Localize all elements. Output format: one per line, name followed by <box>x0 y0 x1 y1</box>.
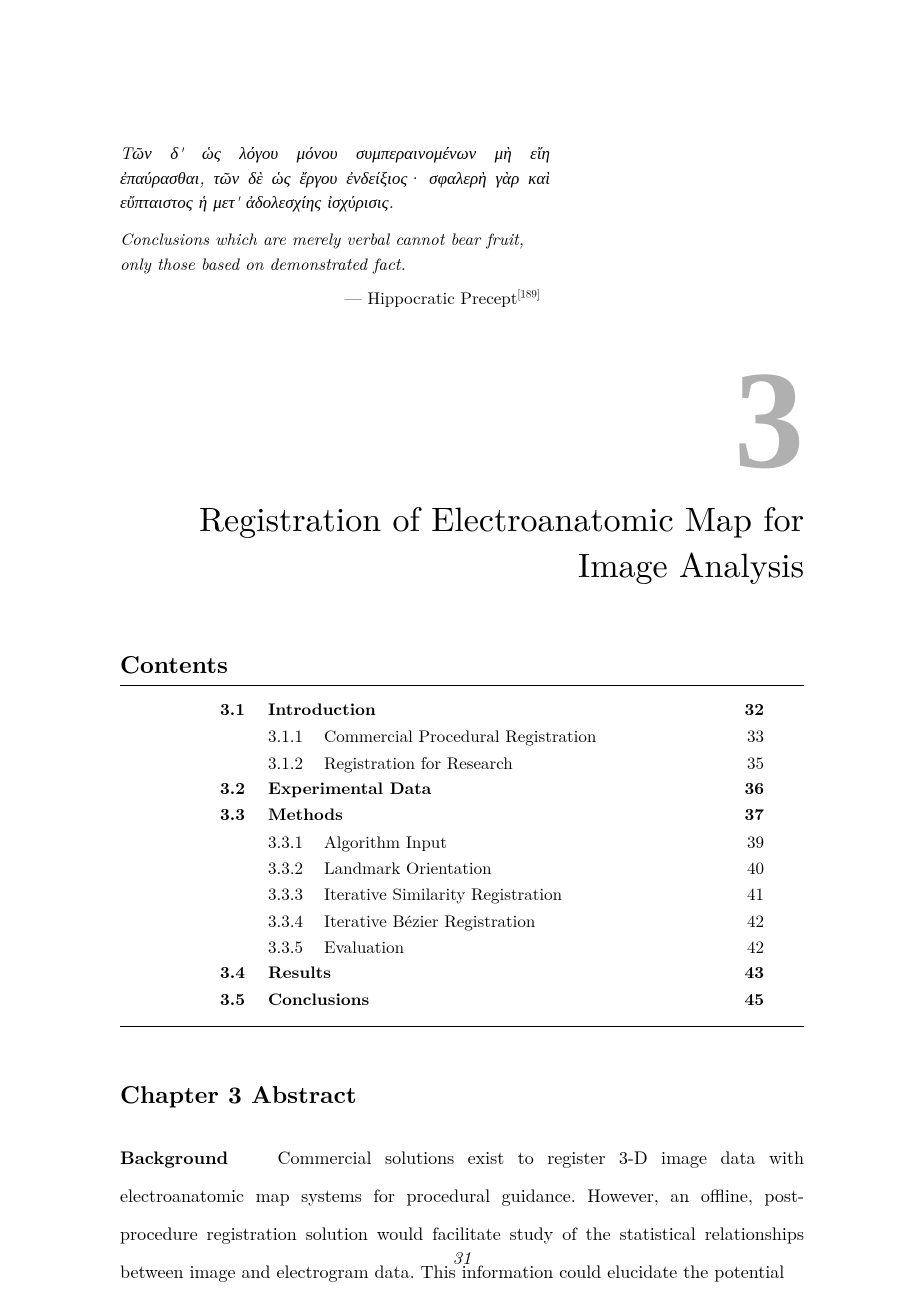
toc-entry-page: 43 <box>730 959 764 985</box>
toc-entry-page: 39 <box>730 828 764 854</box>
toc-entry-page: 41 <box>730 880 764 906</box>
toc-entry-label: Landmark Orientation <box>324 854 492 880</box>
toc-entry-label: Registration for Research <box>324 749 513 775</box>
epigraph-citation: [189] <box>517 287 540 302</box>
chapter-title-line2: Image Analysis <box>578 539 804 587</box>
document-page: Τῶν δ' ὡς λόγου μόνου συμπεραινομένων μὴ… <box>0 0 924 1306</box>
toc-row: 3.3.3Iterative Similarity Registration 41 <box>220 880 764 906</box>
contents-top-rule <box>120 685 804 686</box>
contents-bottom-rule <box>120 1026 804 1027</box>
toc-entry-label: Methods <box>268 801 343 827</box>
toc-entry-label: Experimental Data <box>268 775 431 801</box>
toc-entry-page: 42 <box>730 933 764 959</box>
toc-entry-page: 45 <box>730 986 764 1012</box>
toc-entry-number: 3.1.1 <box>268 722 324 748</box>
contents-heading: Contents <box>120 647 804 681</box>
toc-entry-label: Iterative Similarity Registration <box>324 880 562 906</box>
toc-entry-label: Results <box>268 959 331 985</box>
toc-entry-number: 3.2 <box>220 775 268 801</box>
chapter-title-line1: Registration of Electroanatomic Map for <box>199 493 804 541</box>
toc-entry-page: 33 <box>730 722 764 748</box>
toc-entry-number: 3.3.3 <box>268 880 324 906</box>
epigraph-english: Conclusions which are merely verbal cann… <box>120 226 550 275</box>
toc-entry-page: 37 <box>730 801 764 827</box>
toc-row: 3.1Introduction 32 <box>220 696 764 722</box>
toc-entry-page: 35 <box>730 749 764 775</box>
toc-entry-label: Commercial Procedural Registration <box>324 722 596 748</box>
epigraph-attribution: — Hippocratic Precept[189] <box>120 285 550 309</box>
toc-entry-page: 32 <box>730 696 764 722</box>
toc-entry-label: Introduction <box>268 696 376 722</box>
toc-entry-number: 3.3.4 <box>268 907 324 933</box>
toc-row: 3.3.4Iterative Bézier Registration 42 <box>220 907 764 933</box>
toc-entry-label: Evaluation <box>324 933 404 959</box>
toc-row: 3.5Conclusions 45 <box>220 986 764 1012</box>
toc-entry-number: 3.1 <box>220 696 268 722</box>
toc-entry-page: 40 <box>730 854 764 880</box>
epigraph-greek: Τῶν δ' ὡς λόγου μόνου συμπεραινομένων μὴ… <box>120 140 550 214</box>
toc-entry-label: Conclusions <box>268 986 369 1012</box>
toc-entry-number: 3.5 <box>220 986 268 1012</box>
chapter-title: Registration of Electroanatomic Map for … <box>120 495 804 587</box>
toc-row: 3.2Experimental Data 36 <box>220 775 764 801</box>
epigraph-attr-prefix: — <box>345 285 368 309</box>
toc-entry-number: 3.3 <box>220 801 268 827</box>
toc-entry-label: Iterative Bézier Registration <box>324 907 535 933</box>
abstract-runin: Background <box>120 1145 228 1170</box>
toc-entry-page: 42 <box>730 907 764 933</box>
toc-row: 3.1.1Commercial Procedural Registration 3… <box>220 722 764 748</box>
chapter-number: 3 <box>120 351 804 491</box>
toc-entry-number: 3.3.2 <box>268 854 324 880</box>
page-number: 31 <box>0 1245 924 1270</box>
toc-row: 3.3Methods 37 <box>220 801 764 827</box>
epigraph-attr-name: Hippocratic Precept <box>367 285 517 309</box>
toc-entry-label: Algorithm Input <box>324 828 447 854</box>
toc-entry-number: 3.4 <box>220 959 268 985</box>
toc-entry-page: 36 <box>730 775 764 801</box>
abstract-heading: Chapter 3 Abstract <box>120 1077 804 1111</box>
toc-row: 3.4Results 43 <box>220 959 764 985</box>
toc-entry-number: 3.1.2 <box>268 749 324 775</box>
toc-row: 3.3.1Algorithm Input 39 <box>220 828 764 854</box>
toc-entry-number: 3.3.1 <box>268 828 324 854</box>
table-of-contents: 3.1Introduction323.1.1Commercial Procedu… <box>220 696 764 1012</box>
toc-row: 3.1.2Registration for Research 35 <box>220 749 764 775</box>
toc-entry-number: 3.3.5 <box>268 933 324 959</box>
epigraph-block: Τῶν δ' ὡς λόγου μόνου συμπεραινομένων μὴ… <box>120 140 550 309</box>
toc-row: 3.3.2Landmark Orientation 40 <box>220 854 764 880</box>
toc-row: 3.3.5Evaluation 42 <box>220 933 764 959</box>
